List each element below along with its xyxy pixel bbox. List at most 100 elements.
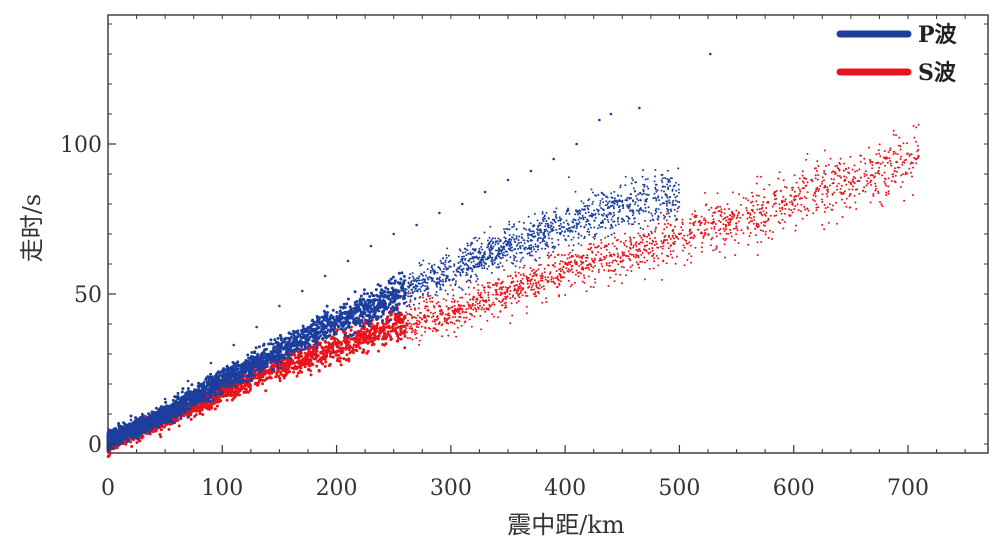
data-point (468, 293, 471, 296)
data-point (630, 243, 633, 246)
data-point (344, 358, 348, 362)
data-point (503, 251, 505, 254)
data-point (448, 314, 451, 317)
data-point (531, 284, 534, 287)
data-point (772, 192, 775, 195)
data-point (537, 268, 540, 271)
data-point (850, 183, 853, 186)
data-point (714, 207, 717, 210)
data-point (433, 320, 436, 323)
data-point (583, 276, 586, 279)
data-point (699, 232, 702, 235)
data-point (434, 311, 436, 314)
data-point (883, 150, 886, 152)
data-point (653, 260, 656, 263)
data-point (610, 196, 613, 199)
data-point (795, 181, 798, 184)
data-point (602, 255, 605, 258)
data-point (611, 261, 614, 264)
data-point (646, 259, 649, 262)
data-point (403, 316, 407, 320)
data-point (445, 329, 448, 331)
data-point (812, 212, 815, 215)
data-point (492, 293, 495, 296)
data-point (567, 270, 570, 273)
data-point (840, 176, 843, 179)
data-point (783, 204, 786, 207)
data-point (365, 351, 369, 355)
data-point (905, 158, 908, 161)
data-point (735, 222, 738, 225)
data-point (648, 247, 651, 250)
data-point (293, 364, 297, 368)
data-point (827, 190, 829, 193)
data-point (443, 274, 446, 277)
data-point (352, 343, 356, 347)
data-point (521, 288, 524, 291)
data-point (660, 252, 663, 255)
data-point (539, 263, 542, 266)
data-point (673, 237, 675, 240)
data-point (489, 286, 492, 289)
data-point (503, 228, 505, 231)
data-point (510, 302, 513, 305)
data-point (643, 185, 646, 188)
data-point (605, 248, 608, 251)
data-point (499, 301, 502, 304)
data-point (453, 304, 456, 307)
data-point (881, 205, 884, 208)
data-point (626, 254, 628, 257)
data-point (878, 143, 881, 146)
data-point (753, 215, 755, 218)
data-point (798, 177, 801, 180)
data-point (455, 280, 457, 283)
data-point (397, 336, 401, 340)
data-point (642, 228, 645, 231)
data-point (621, 251, 624, 254)
data-point (167, 427, 171, 431)
data-point (486, 282, 489, 284)
data-point (456, 326, 459, 329)
data-point (683, 238, 686, 241)
data-point (739, 216, 742, 219)
data-point (758, 208, 761, 211)
data-point (448, 316, 451, 319)
data-point (806, 181, 809, 184)
data-point (683, 246, 686, 249)
data-point (437, 329, 439, 332)
data-point (883, 171, 886, 174)
data-point (842, 169, 845, 172)
data-point (857, 179, 860, 182)
data-point (556, 254, 559, 256)
data-point (763, 213, 766, 216)
data-point (444, 313, 447, 316)
data-point (532, 272, 535, 275)
data-point (421, 279, 424, 282)
data-point (813, 167, 816, 170)
data-point (469, 304, 472, 307)
data-point (904, 171, 907, 174)
data-point (525, 275, 528, 278)
data-point (723, 229, 726, 232)
data-point (433, 318, 436, 321)
data-point (578, 265, 581, 267)
data-point (601, 225, 604, 228)
data-point (647, 252, 650, 254)
data-point (272, 364, 276, 367)
data-point (793, 190, 796, 193)
data-point (462, 304, 465, 307)
data-point (913, 156, 915, 159)
data-point (797, 209, 800, 212)
data-point (227, 391, 230, 395)
data-point (452, 311, 455, 314)
data-point (445, 299, 448, 302)
data-point (324, 350, 328, 354)
data-point (445, 305, 448, 308)
data-point (662, 260, 665, 263)
data-point (693, 210, 696, 213)
data-point (794, 205, 797, 208)
data-point (419, 321, 421, 324)
data-point (307, 347, 311, 351)
data-point (468, 318, 471, 321)
data-point (750, 191, 753, 194)
